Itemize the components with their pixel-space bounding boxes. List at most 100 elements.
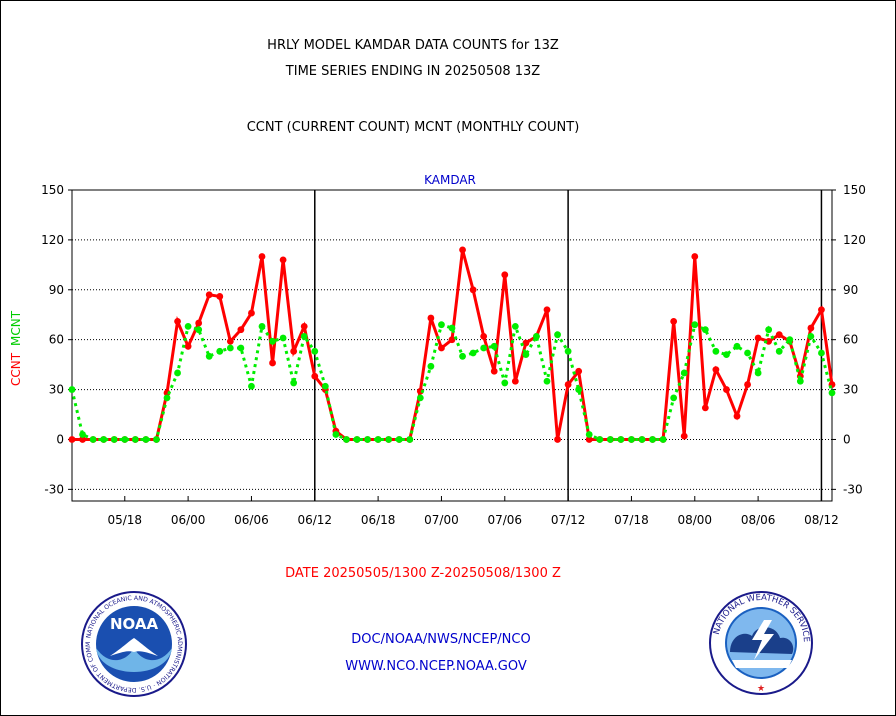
- data-point-ccnt: [480, 332, 488, 340]
- data-point-ccnt: [184, 342, 192, 350]
- y-tick-label-left: 120: [41, 233, 64, 247]
- y-tick-label-right: 90: [843, 283, 858, 297]
- noaa-logo-text: NOAA: [110, 615, 159, 633]
- data-point-ccnt: [174, 317, 181, 325]
- x-tick-label: 08/00: [677, 513, 712, 527]
- data-point-ccnt: [564, 381, 572, 388]
- data-point-ccnt: [279, 256, 287, 264]
- data-point-mcnt: [142, 436, 150, 443]
- y-tick-label-right: 150: [843, 183, 866, 197]
- data-point-ccnt: [744, 381, 751, 388]
- data-point-mcnt: [406, 436, 414, 443]
- data-point-mcnt: [628, 436, 635, 443]
- data-point-mcnt: [121, 436, 129, 443]
- data-point-mcnt: [459, 352, 466, 360]
- data-point-ccnt: [754, 334, 762, 342]
- data-point-mcnt: [606, 436, 614, 443]
- data-point-mcnt: [427, 362, 435, 370]
- data-point-mcnt: [807, 332, 815, 340]
- data-point-ccnt: [68, 436, 76, 443]
- data-point-mcnt: [416, 394, 424, 402]
- data-point-mcnt: [448, 324, 456, 332]
- x-tick-label: 07/18: [614, 513, 649, 527]
- data-point-mcnt: [585, 431, 593, 438]
- data-point-ccnt: [290, 347, 298, 355]
- data-point-mcnt: [480, 344, 488, 352]
- data-point-ccnt: [459, 246, 466, 254]
- data-point-mcnt: [564, 347, 572, 355]
- data-point-mcnt: [522, 351, 530, 359]
- data-point-mcnt: [469, 349, 477, 357]
- series-layer: [68, 246, 836, 443]
- data-point-mcnt: [575, 386, 583, 393]
- data-point-ccnt: [691, 253, 699, 260]
- data-point-ccnt: [269, 359, 276, 367]
- x-tick-label: 08/12: [804, 513, 839, 527]
- x-tick-label: 07/12: [551, 513, 586, 527]
- y-tick-label-right: 120: [843, 233, 866, 247]
- y-tick-label-right: 60: [843, 333, 858, 347]
- data-point-ccnt: [216, 293, 224, 300]
- data-point-mcnt: [543, 377, 551, 385]
- y-tick-label-left: -30: [44, 482, 64, 496]
- data-point-mcnt: [100, 436, 108, 443]
- data-point-mcnt: [691, 321, 699, 329]
- data-point-mcnt: [818, 349, 825, 357]
- footer-link-doc[interactable]: DOC/NOAA/NWS/NCEP/NCO: [351, 632, 531, 647]
- data-point-ccnt: [311, 372, 319, 380]
- data-point-mcnt: [701, 326, 709, 334]
- data-point-mcnt: [321, 382, 329, 390]
- data-point-mcnt: [385, 436, 393, 443]
- data-point-mcnt: [353, 436, 361, 443]
- data-point-mcnt: [89, 436, 97, 443]
- y-tick-label-left: 0: [56, 432, 64, 446]
- data-point-mcnt: [395, 436, 403, 443]
- chart-title-line1: HRLY MODEL KAMDAR DATA COUNTS for 13Z: [267, 38, 559, 53]
- data-point-mcnt: [786, 336, 794, 344]
- data-point-mcnt: [775, 347, 783, 355]
- data-point-mcnt: [205, 352, 213, 360]
- y-tick-label-right: 30: [843, 383, 858, 397]
- data-point-ccnt: [205, 291, 213, 299]
- grid-layer: [72, 239, 832, 490]
- data-point-ccnt: [511, 377, 519, 385]
- data-point-ccnt: [712, 366, 720, 374]
- data-point-ccnt: [501, 271, 509, 279]
- data-point-mcnt: [153, 436, 160, 443]
- data-point-mcnt: [533, 332, 540, 340]
- y-tick-label-left: 90: [49, 283, 64, 297]
- footer-link-www[interactable]: WWW.NCO.NCEP.NOAA.GOV: [345, 659, 527, 674]
- data-point-ccnt: [258, 253, 266, 260]
- data-point-ccnt: [522, 339, 530, 347]
- y-tick-label-right: 0: [843, 432, 851, 446]
- data-point-mcnt: [659, 436, 667, 443]
- x-tick-label: 06/00: [171, 513, 206, 527]
- x-tick-label: 06/12: [297, 513, 332, 527]
- day-separators: [314, 190, 823, 501]
- panel-title-kamdar: KAMDAR: [424, 173, 476, 187]
- data-point-ccnt: [543, 306, 551, 314]
- data-point-mcnt: [554, 331, 561, 339]
- data-point-mcnt: [195, 326, 203, 334]
- data-point-mcnt: [364, 436, 371, 443]
- data-point-mcnt: [828, 389, 836, 397]
- data-point-ccnt: [427, 314, 435, 322]
- data-point-ccnt: [226, 337, 234, 345]
- date-range: DATE 20250505/1300 Z-20250508/1300 Z: [285, 566, 561, 581]
- data-point-mcnt: [438, 321, 445, 329]
- data-point-ccnt: [490, 367, 498, 375]
- data-point-mcnt: [290, 379, 298, 387]
- data-point-mcnt: [332, 431, 340, 438]
- data-point-mcnt: [670, 394, 678, 402]
- data-point-ccnt: [818, 306, 825, 314]
- data-point-mcnt: [490, 342, 498, 350]
- data-point-mcnt: [723, 351, 730, 359]
- x-tick-label: 07/06: [487, 513, 522, 527]
- data-point-mcnt: [163, 394, 171, 402]
- y-tick-label-left: 60: [49, 333, 64, 347]
- data-point-ccnt: [448, 336, 456, 344]
- star-icon: ★: [757, 684, 765, 694]
- data-point-ccnt: [438, 344, 445, 352]
- y-tick-label-right: -30: [843, 482, 863, 496]
